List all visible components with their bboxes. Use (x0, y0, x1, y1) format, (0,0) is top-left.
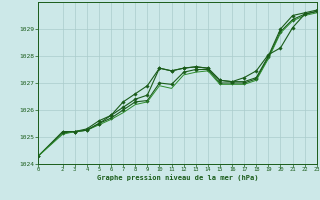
X-axis label: Graphe pression niveau de la mer (hPa): Graphe pression niveau de la mer (hPa) (97, 174, 258, 181)
